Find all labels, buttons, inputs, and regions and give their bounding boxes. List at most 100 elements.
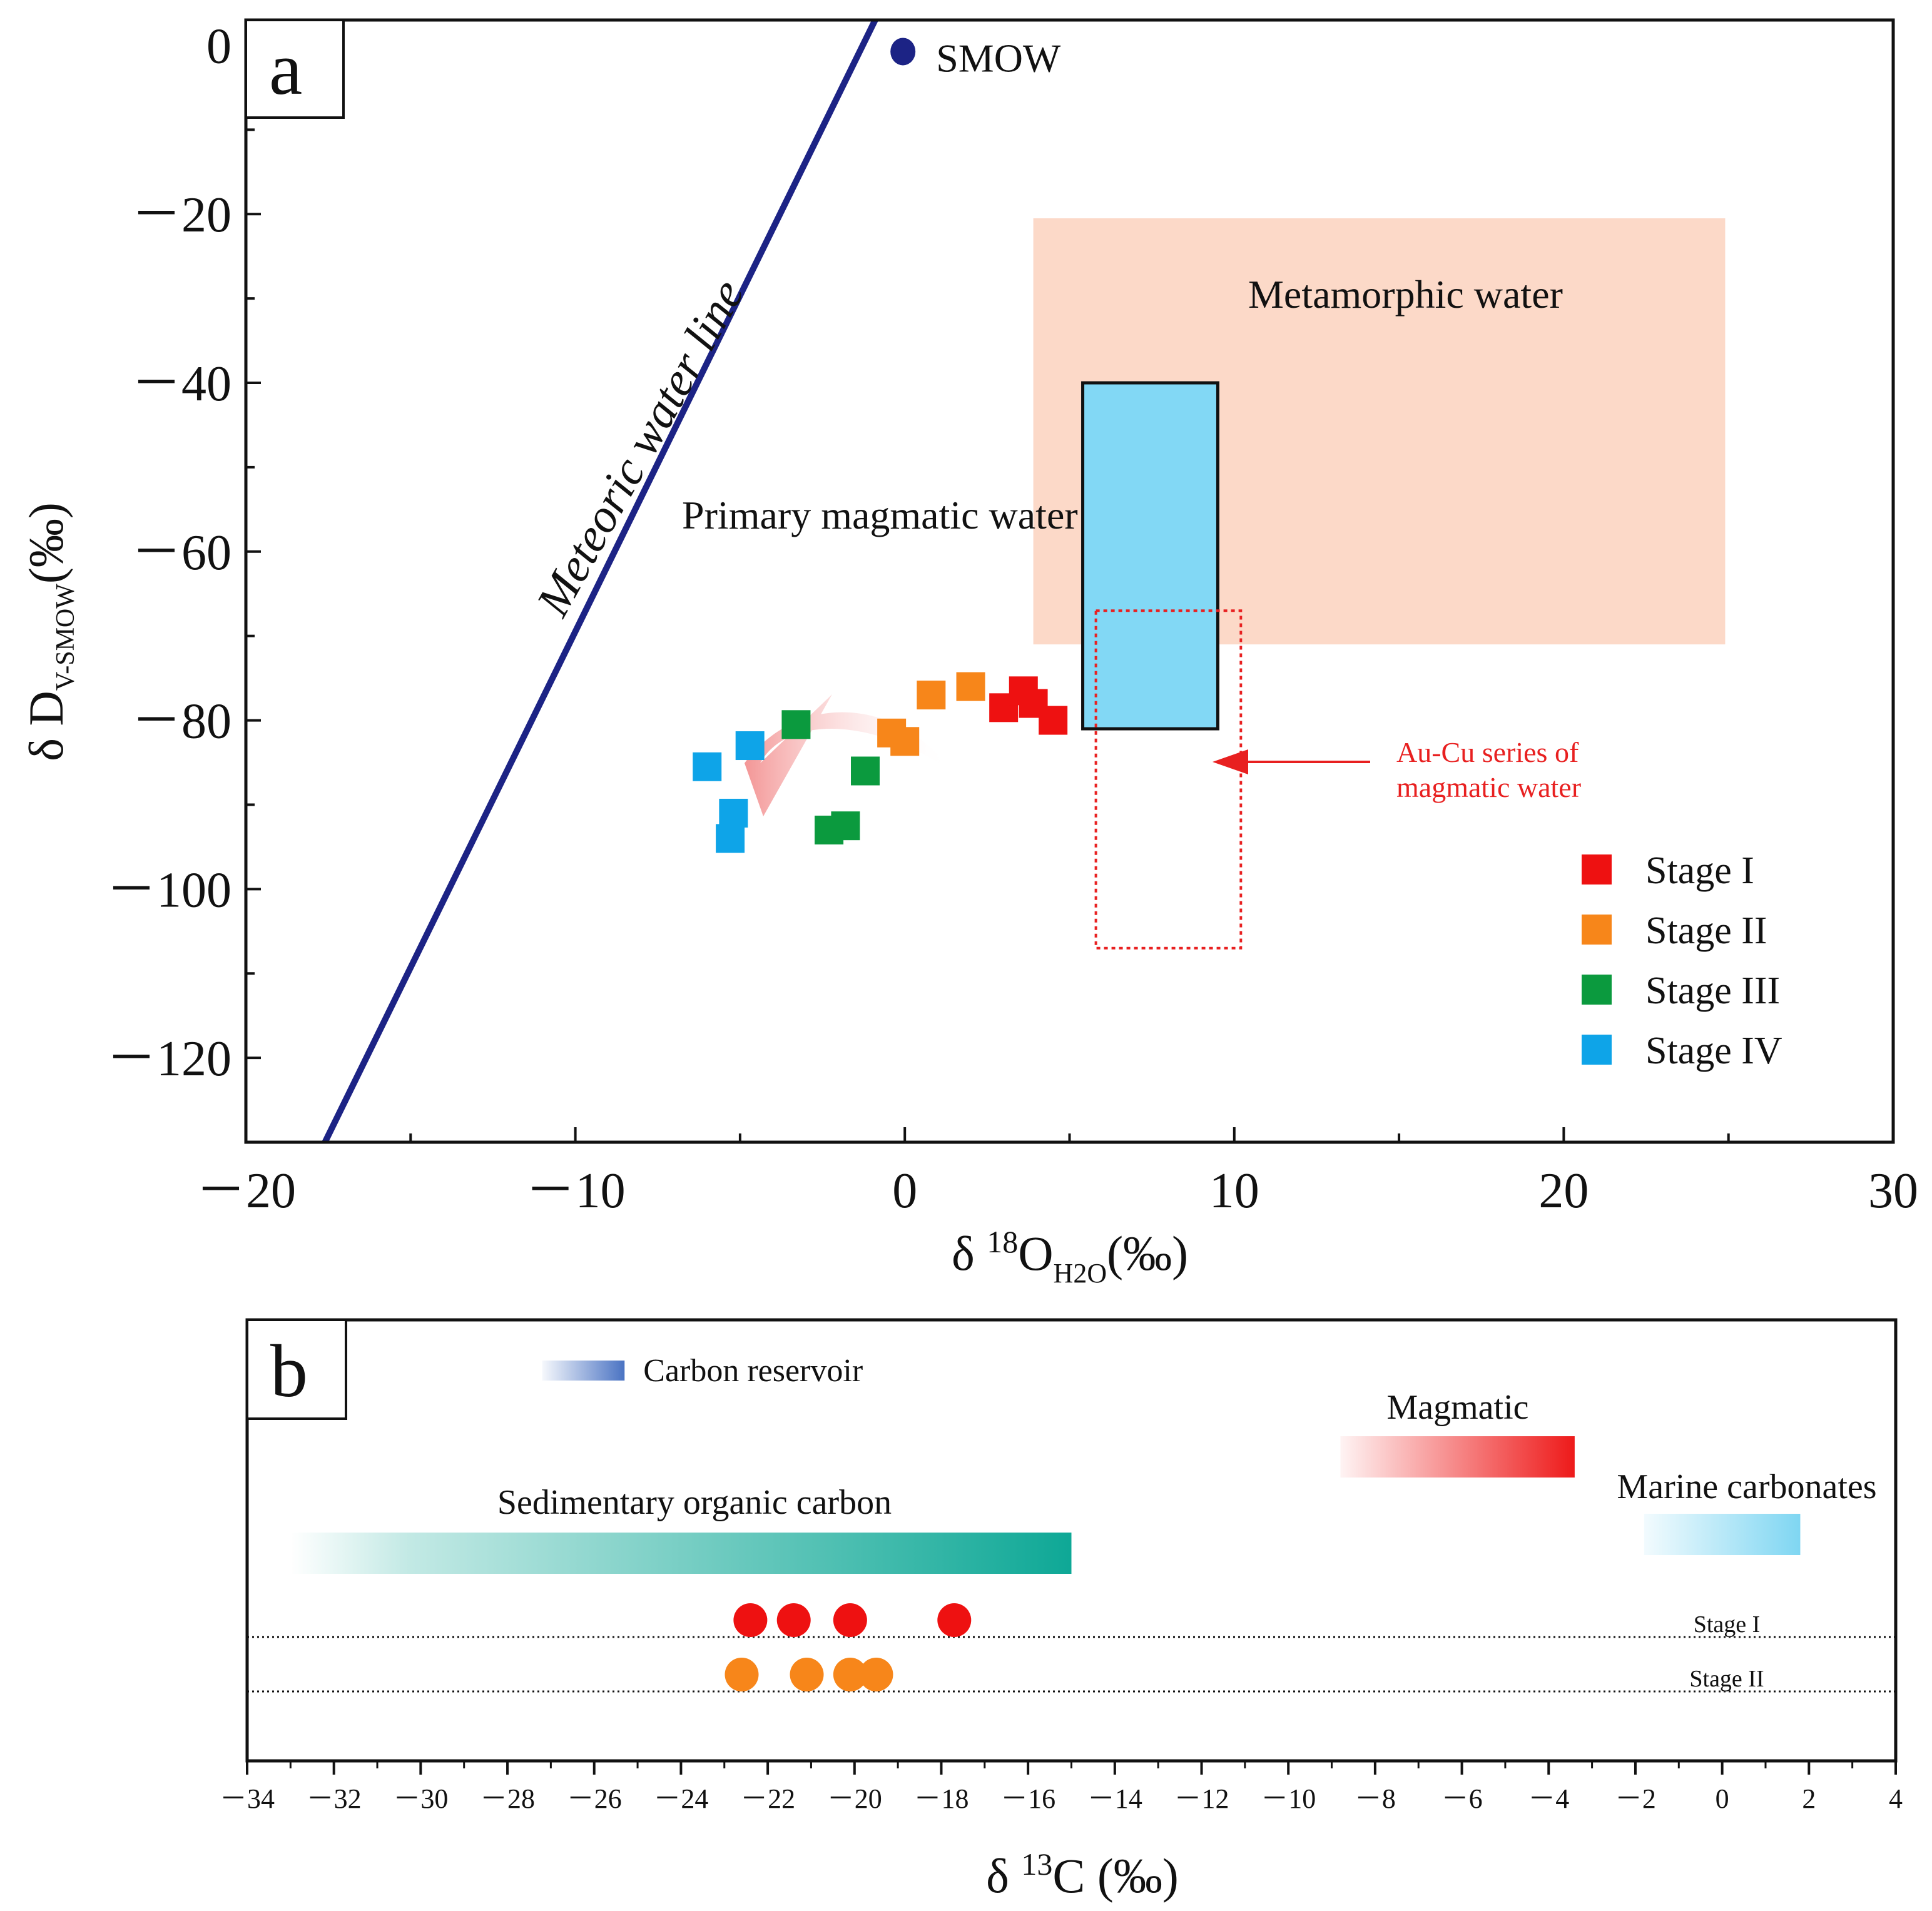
x-tick-label: －6 xyxy=(1441,1783,1483,1814)
x-axis-b: －34 －32 －30 －28 －26 －24 －22 －2 0 －18 －16 －14 －12 －10 －… xyxy=(220,1761,1903,1814)
x-tick-label: －14 xyxy=(1087,1783,1142,1814)
x-axis-title-a: δ 18OH2O(‰) xyxy=(952,1224,1188,1289)
legend-swatch xyxy=(1582,915,1612,945)
x-tick-label: －10 xyxy=(1261,1783,1316,1814)
sedimentary-organic-carbon-bar xyxy=(290,1533,1072,1574)
scatter-points xyxy=(693,672,1068,853)
x-tick-label: －16 xyxy=(1000,1783,1055,1814)
data-point-stage-ii xyxy=(890,727,920,756)
carbon-point-stage-ii xyxy=(790,1658,824,1691)
x-tick-label: －34 xyxy=(220,1783,275,1814)
y-tick-label: －40 xyxy=(131,357,231,412)
x-tick-label: －26 xyxy=(567,1783,622,1814)
panel-label-b: b xyxy=(270,1329,308,1412)
panel-label-a: a xyxy=(269,27,302,110)
legend-swatch xyxy=(1582,975,1612,1005)
x-tick-label: －10 xyxy=(526,1163,626,1219)
carbon-reservoir-label: Carbon reservoir xyxy=(643,1353,863,1389)
data-point-stage-i xyxy=(1039,706,1068,735)
meteoric-water-line-label: Meteoric water line xyxy=(526,271,755,625)
carbon-point-stage-ii xyxy=(833,1658,867,1691)
legend: Stage I Stage II Stage III Stage IV xyxy=(1582,849,1782,1072)
legend-swatch xyxy=(1582,1035,1612,1065)
legend-label: Stage IV xyxy=(1645,1030,1782,1072)
evolution-trend-arrow xyxy=(745,694,951,816)
x-tick-label: 20 xyxy=(1538,1163,1589,1219)
stage-lines: Stage I Stage II xyxy=(247,1611,1896,1693)
carbon-point-stage-i xyxy=(937,1603,972,1637)
x-tick-label: 30 xyxy=(1868,1163,1918,1219)
magmatic-label: Magmatic xyxy=(1386,1388,1528,1427)
stage-line-label: Stage II xyxy=(1689,1666,1764,1692)
data-point-stage-iii xyxy=(851,756,880,786)
y-tick-label: －120 xyxy=(106,1032,231,1087)
x-tick-label: 0 xyxy=(1716,1783,1729,1814)
carbon-point-stage-i xyxy=(833,1603,867,1637)
meteoric-water-line xyxy=(322,18,878,1144)
au-cu-arrowhead xyxy=(1213,749,1248,774)
data-point-stage-iv xyxy=(693,752,722,781)
au-cu-label-line: Au-Cu series of xyxy=(1396,736,1579,768)
x-tick-label: －28 xyxy=(480,1783,535,1814)
data-point-stage-iii xyxy=(781,710,811,739)
x-tick-label: 0 xyxy=(892,1163,917,1219)
y-axis-title-a: δ DV-SMOW(‰) xyxy=(19,502,80,761)
legend-label: Stage II xyxy=(1645,910,1767,952)
data-point-stage-iv xyxy=(735,731,765,761)
carbon-point-stage-ii xyxy=(724,1658,759,1691)
x-tick-label: 10 xyxy=(1209,1163,1259,1219)
carbon-point-stage-i xyxy=(776,1603,811,1637)
x-axis-title-b: δ 13C (‰) xyxy=(986,1847,1179,1903)
legend-label: Stage I xyxy=(1645,849,1754,892)
smow-label: SMOW xyxy=(936,36,1061,80)
metamorphic-water-label: Metamorphic water xyxy=(1248,272,1563,317)
carbon-point-stage-ii xyxy=(859,1658,893,1691)
x-tick-label: －18 xyxy=(913,1783,969,1814)
panel-b-chart: Carbon reservoir Sedimentary organic carb… xyxy=(220,1318,1903,1903)
panel-label-box-a xyxy=(245,19,345,119)
x-tick-label: －20 xyxy=(196,1163,296,1219)
y-tick-label: 0 xyxy=(206,19,231,74)
x-tick-label: －30 xyxy=(393,1783,448,1814)
x-tick-label: －24 xyxy=(653,1783,708,1814)
y-axis-a: 0 －20 －40 －60 －80 －100 －120 xyxy=(106,19,261,1143)
data-point-stage-iv xyxy=(716,824,745,853)
carbon-point-stage-i xyxy=(733,1603,768,1637)
x-tick-label: －12 xyxy=(1174,1783,1229,1814)
smow-point xyxy=(890,38,916,66)
x-tick-label: －2 xyxy=(1615,1783,1656,1814)
y-tick-label: －20 xyxy=(131,188,231,243)
x-tick-label: －22 xyxy=(740,1783,795,1814)
x-tick-label: －8 xyxy=(1355,1783,1396,1814)
panel-label-box-b xyxy=(246,1319,347,1420)
data-point-stage-ii xyxy=(917,681,946,710)
y-tick-label: －60 xyxy=(131,525,231,580)
data-point-stage-ii xyxy=(956,672,985,701)
data-point-stage-iv xyxy=(719,798,748,828)
y-tick-label: －80 xyxy=(131,694,231,749)
panel-a-chart: Metamorphic water Meteoric water line Pr… xyxy=(19,18,1918,1289)
legend-swatch xyxy=(1582,854,1612,885)
data-point-stage-iii xyxy=(831,811,860,841)
x-tick-label: －32 xyxy=(307,1783,362,1814)
primary-magmatic-water-box xyxy=(1081,381,1219,731)
x-tick-label: 4 xyxy=(1889,1783,1903,1814)
primary-magmatic-water-label: Primary magmatic water xyxy=(682,493,1078,537)
magmatic-bar xyxy=(1340,1436,1575,1478)
marine-carbonates-bar xyxy=(1644,1514,1801,1555)
stage-line-label: Stage I xyxy=(1694,1611,1761,1638)
au-cu-label-line: magmatic water xyxy=(1396,771,1581,803)
legend-label: Stage III xyxy=(1645,970,1780,1012)
au-cu-series-label: Au-Cu series of magmatic water xyxy=(1396,736,1581,803)
x-tick-label: 2 xyxy=(1802,1783,1816,1814)
carbon-points xyxy=(724,1603,972,1691)
carbon-reservoir-bar xyxy=(542,1361,625,1381)
x-tick-label: －4 xyxy=(1528,1783,1569,1814)
x-axis-a: －20 －10 0 10 20 30 xyxy=(196,1127,1918,1219)
au-cu-magmatic-water-box xyxy=(1094,609,1243,950)
reservoir-bars: Carbon reservoir Sedimentary organic carb… xyxy=(290,1353,1877,1574)
y-tick-label: －100 xyxy=(106,863,231,918)
sedimentary-organic-carbon-label: Sedimentary organic carbon xyxy=(497,1483,892,1522)
marine-carbonates-label: Marine carbonates xyxy=(1617,1467,1876,1506)
